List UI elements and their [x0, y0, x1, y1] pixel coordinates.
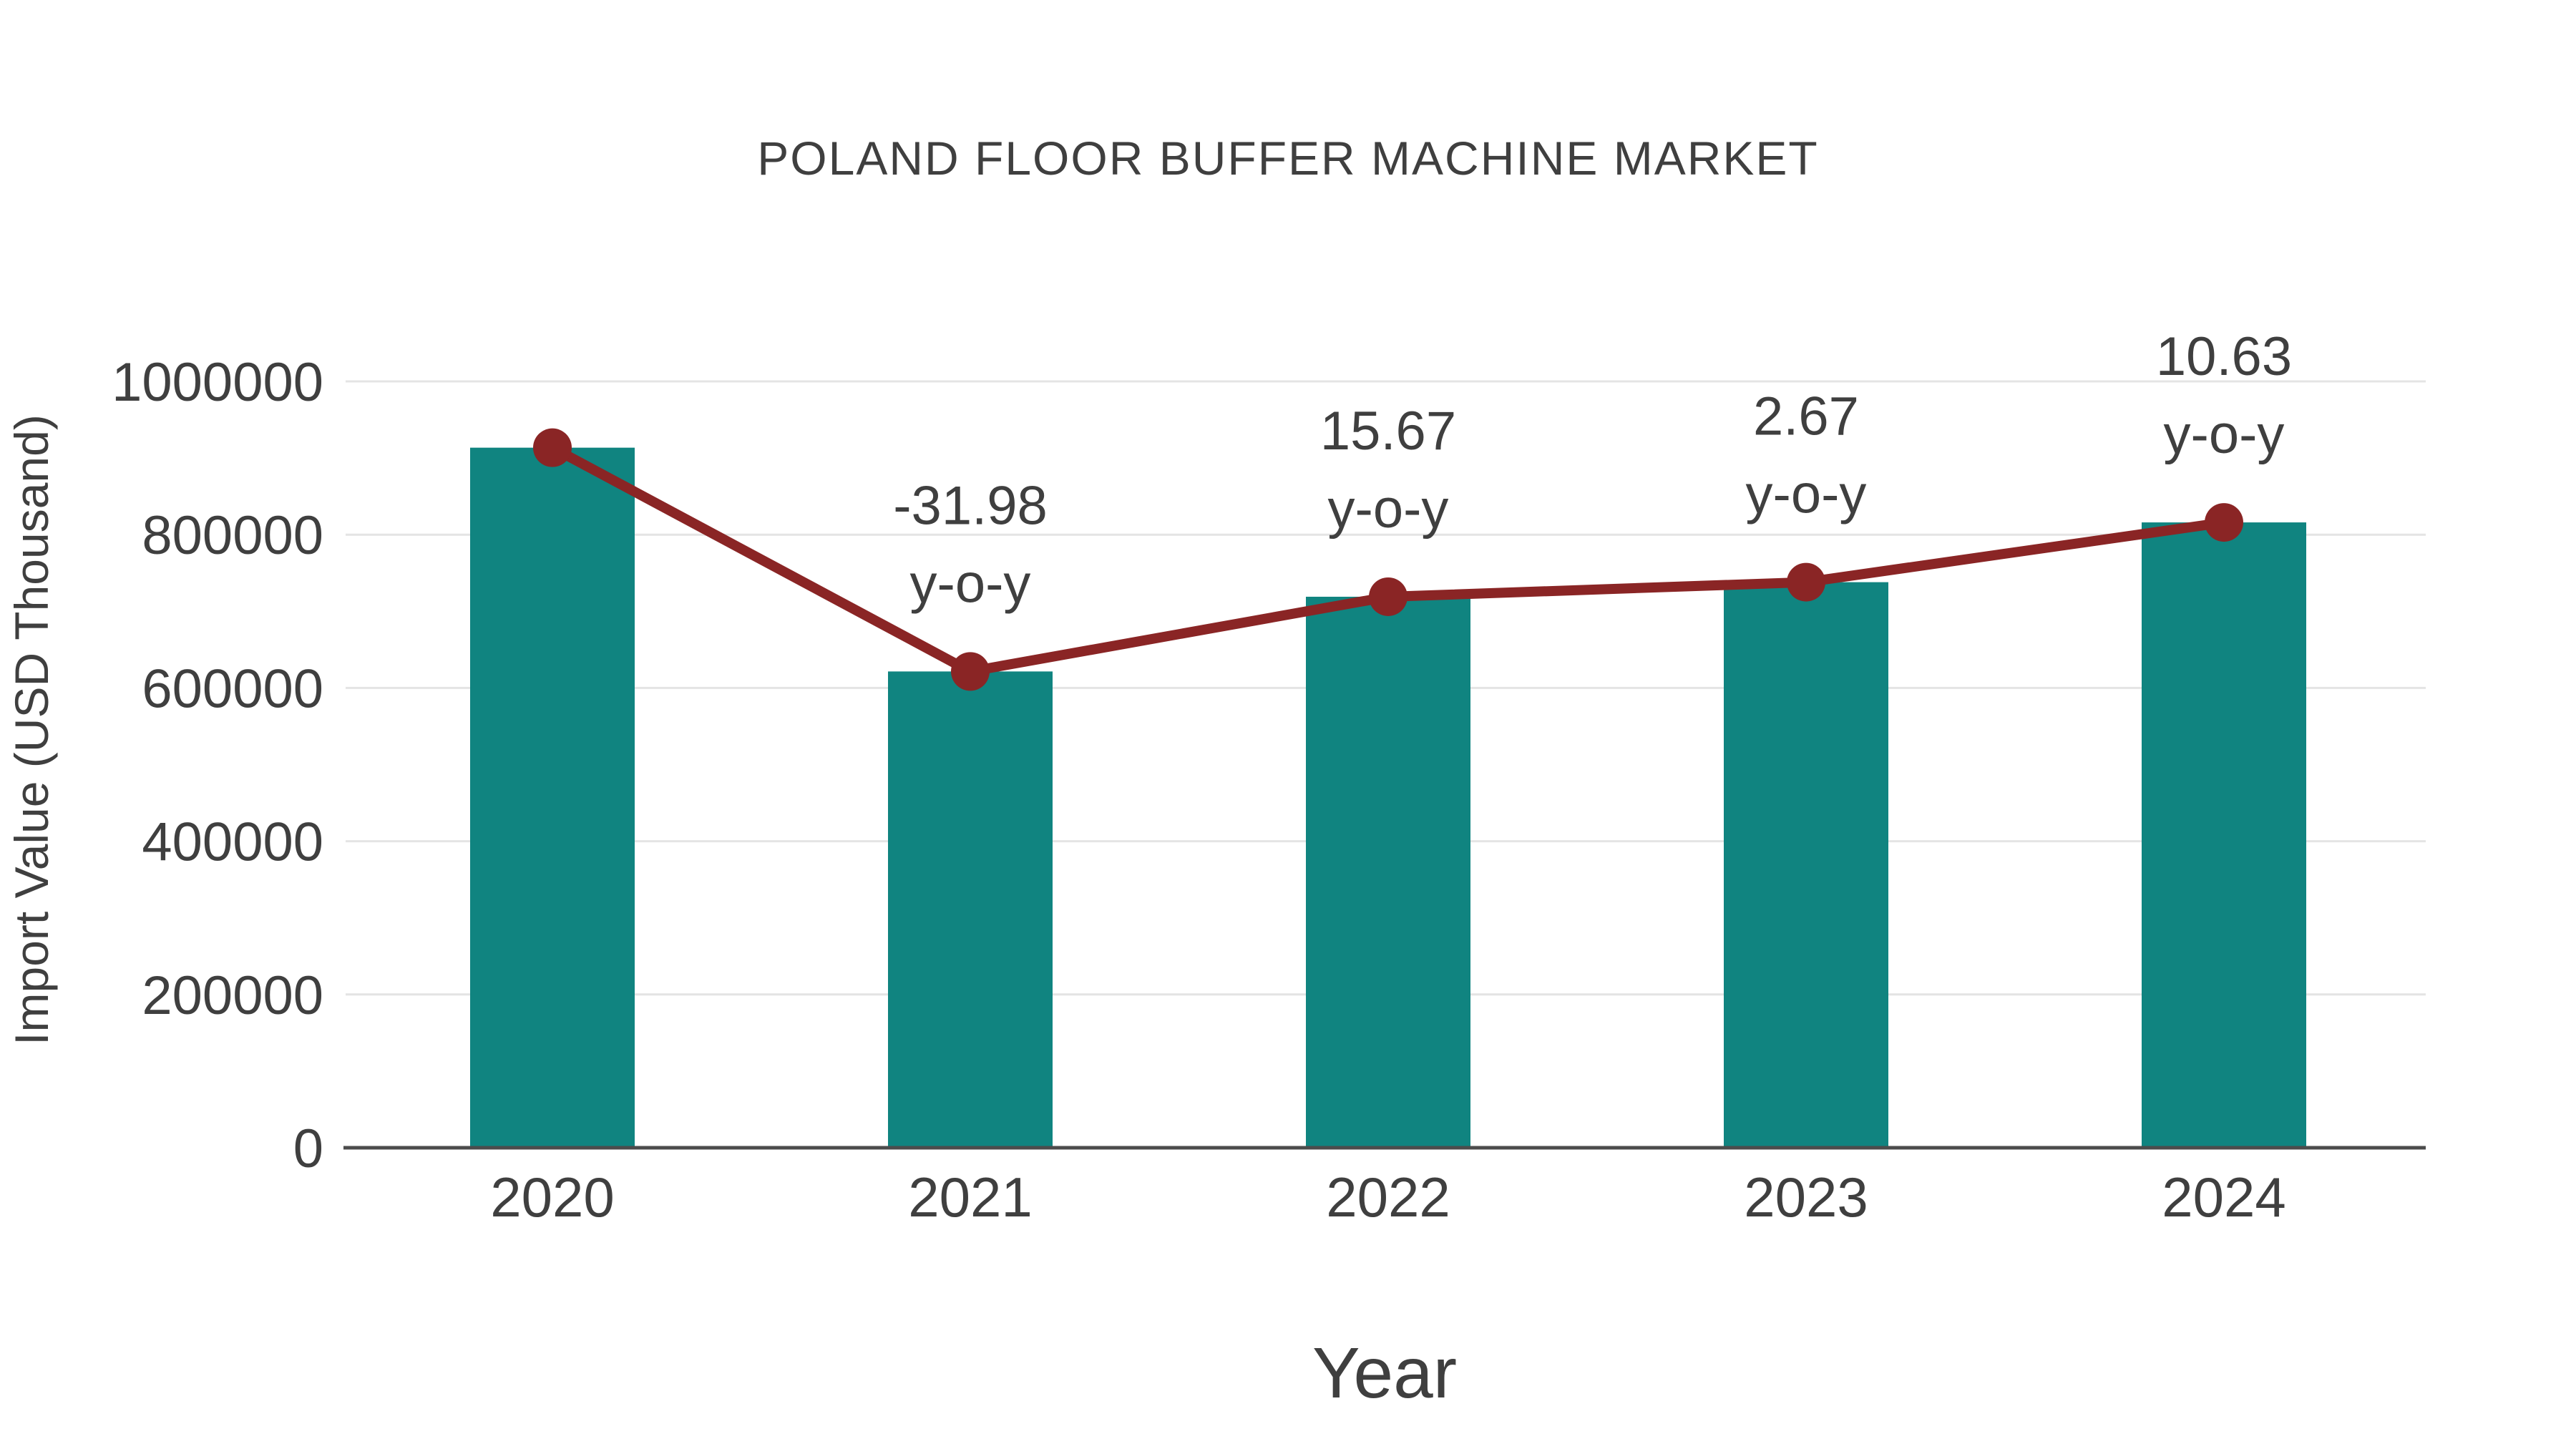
- bar-2022: [1306, 596, 1470, 1148]
- chart-title: POLAND FLOOR BUFFER MACHINE MARKET: [757, 132, 1819, 185]
- y-tick-label-400000: 400000: [142, 812, 323, 873]
- bar-2023: [1724, 582, 1888, 1148]
- annotation-value-2024: 10.63: [2156, 326, 2292, 387]
- annotation-suffix-2023: y-o-y: [1746, 464, 1867, 525]
- annotation-value-2021: -31.98: [893, 475, 1048, 536]
- annotation-value-2023: 2.67: [1753, 386, 1859, 447]
- y-tick-label-800000: 800000: [142, 505, 323, 566]
- x-axis-title: Year: [1312, 1333, 1458, 1413]
- bar-2024: [2142, 522, 2306, 1148]
- x-tick-label-2022: 2022: [1326, 1166, 1450, 1229]
- x-tick-label-2024: 2024: [2162, 1166, 2286, 1229]
- yoy-marker-2021: [951, 652, 990, 691]
- annotation-value-2022: 15.67: [1320, 401, 1456, 462]
- x-tick-label-2021: 2021: [908, 1166, 1033, 1229]
- y-tick-label-200000: 200000: [142, 965, 323, 1026]
- x-tick-label-2020: 2020: [490, 1166, 615, 1229]
- annotation-suffix-2022: y-o-y: [1328, 479, 1449, 540]
- annotation-suffix-2021: y-o-y: [910, 553, 1031, 614]
- bar-2020: [470, 447, 635, 1148]
- bar-2021: [888, 671, 1053, 1148]
- yoy-marker-2023: [1787, 562, 1825, 602]
- yoy-marker-2022: [1369, 577, 1407, 616]
- yoy-marker-2024: [2205, 503, 2243, 542]
- y-tick-label-600000: 600000: [142, 658, 323, 719]
- x-tick-label-2023: 2023: [1744, 1166, 1868, 1229]
- y-tick-label-1000000: 1000000: [112, 352, 323, 413]
- annotation-suffix-2024: y-o-y: [2164, 404, 2285, 465]
- yoy-marker-2020: [533, 428, 572, 467]
- y-tick-label-0: 0: [293, 1118, 323, 1179]
